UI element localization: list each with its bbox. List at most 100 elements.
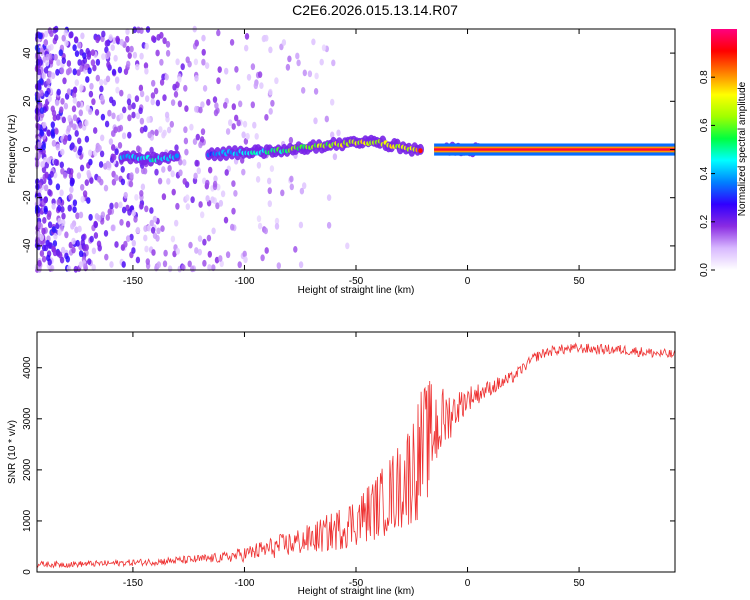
spectrogram-cell [263,227,268,235]
spectrogram-cell [100,113,106,121]
spectrogram-cell [73,265,79,273]
spectrogram-cell [183,84,188,92]
spectrogram-cell [243,256,248,264]
spectrogram-cell [241,168,246,176]
spectrogram-cell [181,264,186,271]
spectrogram-cell [66,88,72,95]
spectrogram-cell [46,78,51,86]
spectrogram-cell [143,225,148,233]
spectrogram-cell [132,51,138,59]
spectrogram-cell [200,211,205,219]
spectrogram-cell [164,111,170,119]
spectrogram-cell [246,73,252,81]
spectrogram-cell [336,129,341,137]
spectrogram-cell [182,178,187,185]
spectrogram-cell [134,194,139,201]
spectrogram-cell [70,222,75,230]
spectrogram-cell [84,135,90,143]
spectrogram-cell [201,48,206,56]
spectrogram-cell [78,211,84,219]
spectrogram-cell [172,83,177,91]
spectrogram-cell [41,143,46,151]
spectrogram-cell [67,134,72,142]
spectrogram-cell [72,206,77,214]
spectrogram-cell [177,100,183,108]
spectrogram-cell [161,193,167,201]
spectrogram-cell [216,183,221,191]
spectrogram-cell [216,29,221,37]
spectrogram-cell [84,119,89,127]
spectrogram-cell [60,246,66,254]
spectrogram-cell [80,195,85,203]
spectrogram-cell [267,200,272,208]
spectrogram-cell [140,183,146,191]
spectrogram-cell [50,121,55,129]
spectrogram-cell [161,73,166,81]
spectrogram-cell [86,197,91,204]
spectrogram-cell [97,144,102,152]
spectrogram-cell [180,63,185,71]
spectrogram-cell [164,73,169,81]
spectrogram-cell [185,203,190,211]
spectrogram-cell [151,35,156,42]
spectrogram-cell [276,262,281,270]
spectrogram-cell [88,149,93,157]
spectrogram-cell [267,187,272,195]
spectrogram-cell [145,258,150,265]
spectrogram-cell [155,234,160,242]
spectrogram-cell [108,34,113,41]
spectrogram-cell [88,158,93,166]
spectrogram-cell [274,77,279,85]
spectrogram-cell [61,212,66,220]
spectrogram-cell [212,96,218,103]
spectrogram-cell [174,219,179,227]
spectrogram-cell [53,158,59,166]
spectrogram-cell [125,28,130,35]
spectrogram-cell [84,244,89,251]
spectrogram-cell [67,67,73,74]
spectrogram-cell [139,126,145,134]
spectrogram-cell [198,106,203,114]
spectrogram-panel: -150 -100 -50 0 50 -40 -20 0 20 40 Height of str… [7,25,676,296]
spectrogram-cell [114,174,119,182]
spectrogram-cell [230,223,235,231]
spectrogram-cell [61,116,66,124]
spectrogram-cell [131,209,136,217]
spectrogram-cell [224,169,229,176]
colorbar-gradient [711,29,737,270]
snr-y-axis: 0 1000 2000 3000 4000 [22,356,675,575]
spectrogram-cell [281,39,287,46]
spectrogram-cell [132,26,137,34]
spectrogram-cell [299,187,305,195]
spectrogram-cell [94,109,100,116]
spectrogram-cell [57,217,62,225]
spectrogram-cell [175,202,180,210]
spectrogram-cell [162,260,168,268]
spectrogram-cell [133,216,138,223]
spectrogram-cell [116,125,122,133]
spectrogram-cell [80,184,85,191]
spectrogram-cell [93,232,99,239]
spectrogram-cell [45,53,50,61]
spectrogram-cell [119,89,124,97]
spectrogram-cell [236,84,241,91]
spectrogram-cell [78,122,83,129]
spectrogram-cell [169,120,174,128]
spectrogram-cell [172,250,177,258]
spectrogram-cell [174,144,179,152]
spectrogram-cell [119,113,124,120]
spectrogram-cell [64,231,69,239]
spectrogram-cell [51,203,56,210]
colorbar-tick-label: 0.4 [699,166,710,180]
spectrogram-cell [87,67,92,75]
ridge-cell [174,153,180,159]
spectrogram-cell [72,44,77,52]
spectrogram-cell [76,101,81,108]
spectrogram-cell [268,108,273,115]
spectrogram-cell [161,131,166,139]
spectrogram-cell [229,39,235,46]
spectrogram-cell [52,26,57,34]
spectrogram-cell [231,207,236,215]
spectrogram-cell [47,221,53,229]
spectrogram-cell [150,92,156,99]
